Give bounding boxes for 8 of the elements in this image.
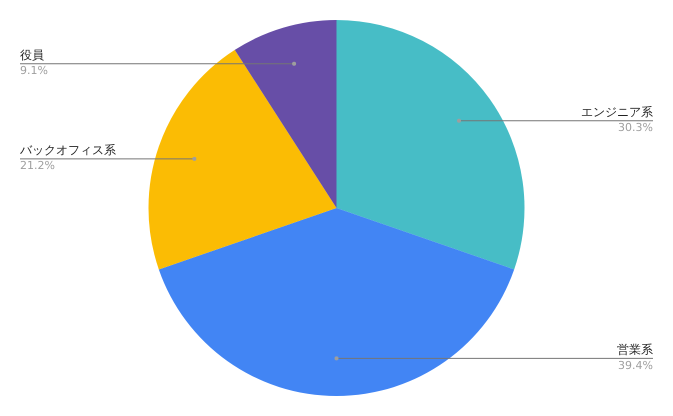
data-label: 30.3% xyxy=(618,121,653,134)
slice-label: 役員 xyxy=(20,48,44,62)
data-label: 21.2% xyxy=(20,159,55,172)
slice-label: 営業系 xyxy=(617,342,653,357)
slice-label: バックオフィス系 xyxy=(19,142,116,157)
slice-label: エンジニア系 xyxy=(581,104,653,119)
data-label: 9.1% xyxy=(20,64,48,78)
data-label: 39.4% xyxy=(618,358,653,372)
